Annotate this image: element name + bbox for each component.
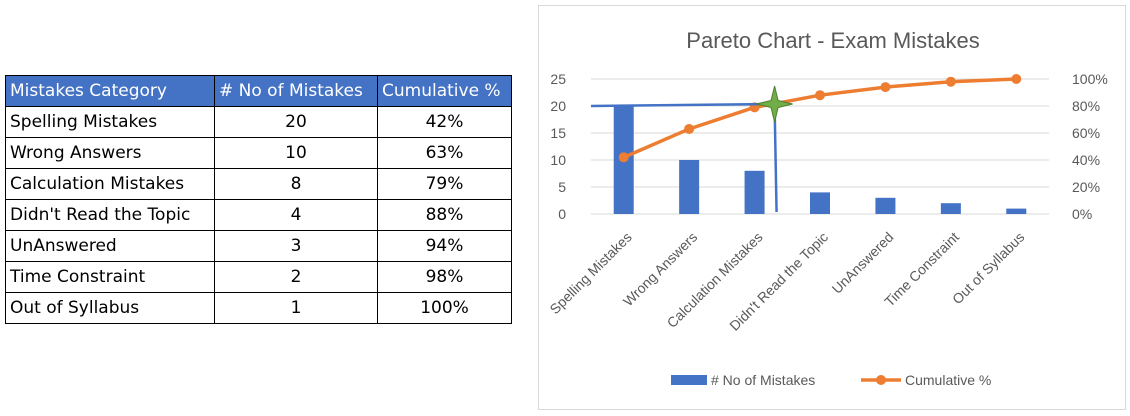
cell-count: 20 (214, 106, 378, 138)
y-left-tick-label: 25 (550, 71, 566, 87)
table-header-row: Mistakes Category # No of Mistakes Cumul… (5, 75, 512, 107)
cumulative-point (618, 152, 629, 163)
header-category: Mistakes Category (5, 75, 215, 107)
bar (810, 192, 830, 214)
header-cumulative: Cumulative % (377, 75, 512, 107)
cell-category: Wrong Answers (5, 137, 215, 169)
category-label: UnAnswered (829, 229, 897, 297)
cell-cumulative: 42% (377, 106, 512, 138)
y-right-tick-label: 0% (1072, 206, 1092, 222)
mistakes-table: Mistakes Category # No of Mistakes Cumul… (5, 75, 512, 324)
cutoff-star-marker (756, 85, 793, 123)
cell-cumulative: 79% (377, 168, 512, 200)
cell-count: 3 (214, 230, 378, 262)
cumulative-point (1011, 74, 1022, 84)
cell-count: 2 (214, 261, 378, 293)
y-left-tick-label: 20 (550, 98, 566, 114)
y-left-tick-label: 15 (550, 125, 566, 141)
legend-label-bars: # No of Mistakes (711, 372, 815, 388)
cell-category: Time Constraint (5, 261, 215, 293)
bar (940, 203, 961, 214)
table-row: Out of Syllabus 1 100% (5, 292, 512, 324)
bar (1006, 208, 1027, 214)
cell-cumulative: 88% (377, 199, 512, 231)
legend-label-line: Cumulative % (905, 372, 991, 388)
cell-cumulative: 63% (377, 137, 512, 169)
cumulative-point (815, 90, 825, 101)
table-row: Didn't Read the Topic 4 88% (5, 199, 512, 231)
y-left-tick-label: 0 (558, 206, 566, 222)
table-row: Spelling Mistakes 20 42% (5, 106, 512, 138)
legend-swatch-point (876, 375, 886, 385)
table-row: Calculation Mistakes 8 79% (5, 168, 512, 200)
chart-title: Pareto Chart - Exam Mistakes (686, 28, 979, 53)
y-right-tick-label: 100% (1072, 71, 1108, 87)
cell-category: UnAnswered (5, 230, 215, 262)
header-count: # No of Mistakes (214, 75, 378, 107)
y-right-tick-label: 60% (1072, 125, 1100, 141)
y-left-tick-label: 5 (558, 179, 566, 195)
bar (744, 170, 765, 214)
cumulative-point (684, 123, 695, 134)
cell-count: 4 (214, 199, 378, 231)
table-row: UnAnswered 3 94% (5, 230, 512, 262)
bar (679, 160, 700, 214)
cell-category: Didn't Read the Topic (5, 199, 215, 231)
cumulative-point (880, 82, 891, 93)
cell-count: 8 (214, 168, 378, 200)
cell-cumulative: 98% (377, 261, 512, 293)
pareto-chart-svg: Pareto Chart - Exam Mistakes 0 5 10 15 20 25 0%… (546, 28, 1108, 388)
bar (875, 197, 896, 214)
cumulative-point (945, 76, 956, 87)
legend-swatch-bars (671, 375, 707, 385)
y-right-tick-label: 80% (1072, 98, 1100, 114)
pareto-chart: Pareto Chart - Exam Mistakes 0 5 10 15 20 25 0%… (538, 5, 1126, 410)
cell-category: Calculation Mistakes (5, 168, 215, 200)
y-right-tick-label: 40% (1072, 152, 1100, 168)
cell-count: 10 (214, 137, 378, 169)
category-label: Spelling Mistakes (546, 229, 634, 317)
cell-category: Out of Syllabus (5, 292, 215, 324)
y-right-tick-label: 20% (1072, 179, 1100, 195)
cutoff-horizontal-line (590, 102, 775, 108)
y-left-tick-label: 10 (550, 152, 566, 168)
table-row: Wrong Answers 10 63% (5, 137, 512, 169)
cell-cumulative: 100% (377, 292, 512, 324)
cell-count: 1 (214, 292, 378, 324)
cell-category: Spelling Mistakes (5, 106, 215, 138)
table-row: Time Constraint 2 98% (5, 261, 512, 293)
cell-cumulative: 94% (377, 230, 512, 262)
